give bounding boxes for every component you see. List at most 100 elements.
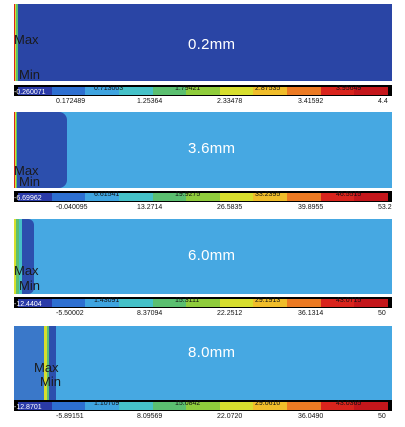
contour-panel-4: 8.0mm bbox=[14, 326, 392, 400]
color-segment bbox=[118, 87, 153, 95]
scale-tick: 3.41592 bbox=[298, 98, 324, 105]
scale-tick: 1.43091 bbox=[94, 297, 120, 304]
scale-tick: 22.2512 bbox=[217, 310, 243, 317]
color-bar bbox=[14, 85, 392, 96]
color-segment bbox=[253, 299, 288, 307]
color-segment bbox=[287, 87, 322, 95]
scale-tick: 50 bbox=[378, 413, 386, 420]
color-segment bbox=[51, 299, 86, 307]
scale-tick: -12.4404 bbox=[14, 301, 42, 308]
color-scale-1: -0.260071 0.713003 1.79421 2.87535 3.956… bbox=[14, 85, 392, 111]
scale-tick: 3.95649 bbox=[336, 85, 362, 92]
color-segment bbox=[18, 193, 52, 201]
edge-stripe-green bbox=[16, 4, 18, 81]
scale-tick: -0.260071 bbox=[14, 89, 46, 96]
color-segment bbox=[118, 402, 153, 410]
color-bar bbox=[14, 400, 392, 411]
color-segment bbox=[85, 87, 120, 95]
max-label: Max bbox=[14, 163, 39, 178]
edge-stripe-green bbox=[16, 112, 17, 188]
edge-stripe-red bbox=[14, 4, 15, 81]
color-segment bbox=[85, 299, 120, 307]
min-label: Min bbox=[19, 278, 40, 293]
scale-tick: 8.09569 bbox=[137, 413, 163, 420]
color-segment bbox=[118, 299, 153, 307]
color-scale-2: -6.69962 6.61541 19.9275 33.2395 46.5515… bbox=[14, 191, 392, 217]
color-segment bbox=[219, 193, 254, 201]
thickness-label: 6.0mm bbox=[188, 247, 236, 264]
color-segment bbox=[118, 193, 153, 201]
edge-stripe-green bbox=[47, 326, 49, 400]
thickness-label: 8.0mm bbox=[188, 344, 236, 361]
color-segment bbox=[320, 402, 355, 410]
color-segment bbox=[186, 402, 221, 410]
scale-tick: 26.5835 bbox=[217, 204, 243, 211]
scale-tick: 29.1913 bbox=[255, 297, 281, 304]
scale-tick: 2.87535 bbox=[255, 85, 281, 92]
color-segment bbox=[219, 87, 254, 95]
color-segment bbox=[354, 402, 389, 410]
scale-tick: -5.89151 bbox=[56, 413, 84, 420]
color-segment bbox=[186, 193, 221, 201]
scale-tick: -12.8701 bbox=[14, 404, 42, 411]
scale-tick: 19.9275 bbox=[175, 191, 201, 198]
color-segment bbox=[85, 402, 120, 410]
color-segment bbox=[18, 402, 52, 410]
scale-tick: 22.0720 bbox=[217, 413, 243, 420]
min-label: Min bbox=[40, 374, 61, 389]
color-segment bbox=[354, 299, 389, 307]
scale-tick: 1.10709 bbox=[94, 400, 120, 407]
low-stress-band bbox=[14, 326, 44, 400]
color-segment bbox=[51, 87, 86, 95]
contour-panel-1: 0.2mm bbox=[14, 4, 392, 81]
edge-stripe-cyan bbox=[19, 219, 22, 294]
scale-tick: 43.0715 bbox=[336, 297, 362, 304]
edge-stripe-blue bbox=[49, 326, 56, 400]
color-segment bbox=[253, 193, 288, 201]
color-segment bbox=[85, 193, 120, 201]
color-segment bbox=[51, 193, 86, 201]
scale-tick: 6.61541 bbox=[94, 191, 120, 198]
color-segment bbox=[152, 402, 187, 410]
low-stress-band bbox=[17, 112, 67, 188]
color-bar bbox=[14, 191, 392, 202]
color-segment bbox=[287, 299, 322, 307]
color-segment bbox=[320, 87, 355, 95]
edge-stripe-yellow bbox=[44, 326, 47, 400]
color-segment bbox=[152, 87, 187, 95]
scale-tick: 46.5515 bbox=[336, 191, 362, 198]
max-label: Max bbox=[14, 263, 39, 278]
color-segment bbox=[287, 402, 322, 410]
edge-stripe-yellow bbox=[15, 112, 16, 188]
color-segment bbox=[18, 299, 52, 307]
thickness-label: 0.2mm bbox=[188, 36, 236, 53]
scale-tick: 0.713003 bbox=[94, 85, 124, 92]
color-segment bbox=[186, 299, 221, 307]
color-segment bbox=[18, 87, 52, 95]
scale-tick: 13.2714 bbox=[137, 204, 163, 211]
color-segment bbox=[152, 299, 187, 307]
thickness-label: 3.6mm bbox=[188, 140, 236, 157]
scale-tick: 53.2 bbox=[378, 204, 392, 211]
scale-tick: 15.0842 bbox=[175, 400, 201, 407]
scale-tick: -6.69962 bbox=[14, 195, 42, 202]
max-label: Max bbox=[34, 360, 59, 375]
scale-tick: 2.33478 bbox=[217, 98, 243, 105]
scale-tick: 33.2395 bbox=[255, 191, 281, 198]
color-segment bbox=[354, 87, 389, 95]
min-label: Min bbox=[19, 174, 40, 189]
color-scale-3: -12.4404 1.43091 15.3111 29.1913 43.0715… bbox=[14, 297, 392, 323]
scale-tick: 1.25364 bbox=[137, 98, 163, 105]
low-stress-band bbox=[22, 219, 34, 294]
scale-tick: 0.172489 bbox=[56, 98, 86, 105]
scale-tick: 39.8955 bbox=[298, 204, 324, 211]
scale-tick: 4.4 bbox=[378, 98, 388, 105]
color-segment bbox=[219, 402, 254, 410]
max-label: Max bbox=[14, 32, 39, 47]
color-segment bbox=[219, 299, 254, 307]
edge-stripe-green bbox=[16, 219, 19, 294]
scale-tick: 36.1314 bbox=[298, 310, 324, 317]
scale-tick: 8.37094 bbox=[137, 310, 163, 317]
color-segment bbox=[320, 299, 355, 307]
contour-panel-2: 3.6mm bbox=[14, 112, 392, 188]
